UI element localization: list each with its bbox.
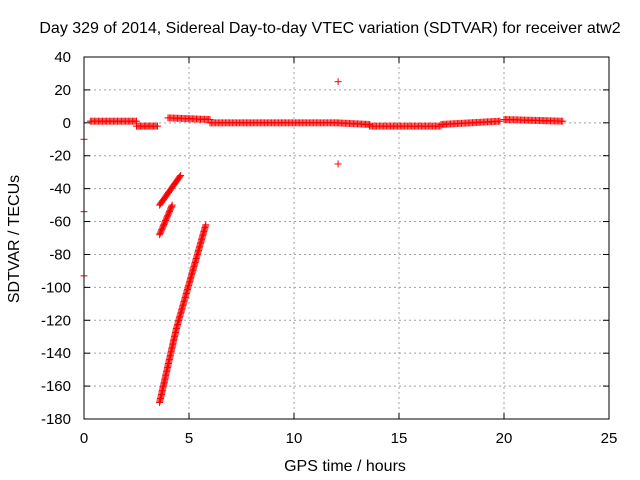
- x-tick-labels: 0 5 10 15 20 25: [80, 430, 618, 447]
- y-tick-label: 20: [54, 82, 71, 99]
- data-point: [168, 201, 176, 209]
- data-point: [334, 78, 342, 86]
- axis-ticks: [83, 56, 610, 420]
- x-tick-label: 5: [185, 430, 193, 447]
- data-point: [559, 117, 567, 125]
- grid-lines: [84, 57, 609, 419]
- data-point: [177, 171, 185, 179]
- x-tick-label: 0: [80, 430, 88, 447]
- y-tick-label: -180: [41, 411, 71, 428]
- data-point: [202, 221, 210, 229]
- y-tick-label: -120: [41, 312, 71, 329]
- data-points: [80, 78, 567, 407]
- y-tick-label: -20: [49, 148, 71, 165]
- x-tick-label: 25: [601, 430, 618, 447]
- y-tick-label: 40: [54, 49, 71, 66]
- y-tick-label: -40: [49, 181, 71, 198]
- plot-frame: [83, 56, 610, 420]
- data-point: [168, 202, 176, 210]
- x-axis-label: GPS time / hours: [284, 458, 406, 475]
- y-tick-label: -160: [41, 378, 71, 395]
- y-tick-label: -80: [49, 246, 71, 263]
- data-point: [334, 160, 342, 168]
- x-tick-label: 10: [286, 430, 303, 447]
- data-point: [154, 122, 161, 130]
- chart-title: Day 329 of 2014, Sidereal Day-to-day VTE…: [39, 20, 620, 37]
- x-tick-label: 15: [391, 430, 408, 447]
- y-tick-labels: 40 20 0 -20 -40 -60 -80 -100 -120 -140 -160 -180: [41, 49, 71, 428]
- y-tick-label: -140: [41, 345, 71, 362]
- y-axis-label: SDTVAR / TECUs: [6, 175, 23, 303]
- data-point: [176, 173, 184, 181]
- y-tick-label: 0: [63, 115, 71, 132]
- x-tick-label: 20: [496, 430, 513, 447]
- data-point: [496, 117, 504, 125]
- y-tick-label: -100: [41, 279, 71, 296]
- y-tick-label: -60: [49, 214, 71, 231]
